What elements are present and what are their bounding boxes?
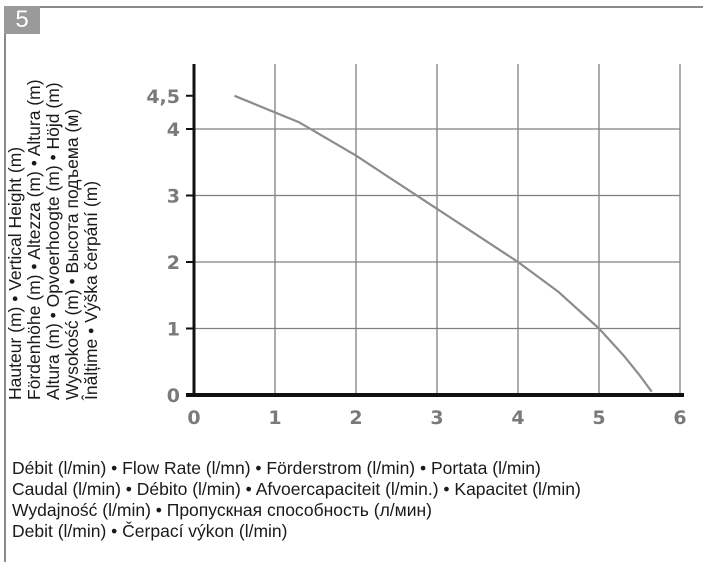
y-axis-label-line-1: Hauteur (m) • Vertical Height (m): [5, 146, 25, 400]
figure-number-badge: 5: [4, 6, 40, 34]
y-axis-title: Hauteur (m) • Vertical Height (m) Förden…: [5, 10, 166, 400]
y-tick-label: 4: [167, 119, 180, 141]
y-tick-label: 2: [167, 252, 180, 274]
frame-top-rule: [4, 6, 703, 8]
frame-left-rule: [4, 6, 6, 562]
y-axis-label-line-5: Înălțime • Výška čerpání (m): [81, 180, 101, 400]
x-axis-label-line-3: Wydajność (l/min) • Пропускная способнос…: [12, 500, 432, 520]
x-tick-label: 4: [511, 407, 524, 429]
y-tick-label: 0: [167, 385, 180, 407]
axis-layer: [186, 64, 684, 397]
x-tick-label: 1: [268, 407, 281, 429]
x-axis-label-line-1: Débit (l/min) • Flow Rate (l/mn) • Förde…: [12, 458, 541, 478]
x-axis-label-line-4: Debit (l/min) • Čerpací výkon (l/min): [12, 521, 288, 541]
y-tick-label: 4,5: [146, 86, 180, 108]
x-tick-label: 5: [592, 407, 605, 429]
y-axis-label-line-4: Wysokość (m) • Высота подъема (м): [62, 108, 82, 400]
x-tick-label: 0: [187, 407, 200, 429]
x-tick-label: 2: [349, 407, 362, 429]
y-tick-label: 3: [167, 186, 180, 208]
x-tick-label: 6: [673, 407, 686, 429]
curve-layer: [234, 94, 653, 393]
x-tick-label: 3: [430, 407, 443, 429]
grid-layer: [194, 64, 681, 395]
series-line-0: [234, 94, 653, 393]
y-axis-label-line-3: Altura (m) • Opvoerhoogte (m) • Höjd (m): [43, 82, 63, 400]
y-tick-label: 1: [167, 319, 180, 341]
x-axis-title: Débit (l/min) • Flow Rate (l/mn) • Förde…: [12, 458, 581, 542]
tick-label-layer: 0 1 2 3 4 5 6 0 1 2 3 4 4,5: [146, 86, 686, 429]
y-axis-label-line-2: Fördenhöhe (m) • Altezza (m) • Altura (m…: [24, 79, 44, 400]
x-axis-label-line-2: Caudal (l/min) • Débito (l/min) • Afvoer…: [12, 479, 581, 499]
